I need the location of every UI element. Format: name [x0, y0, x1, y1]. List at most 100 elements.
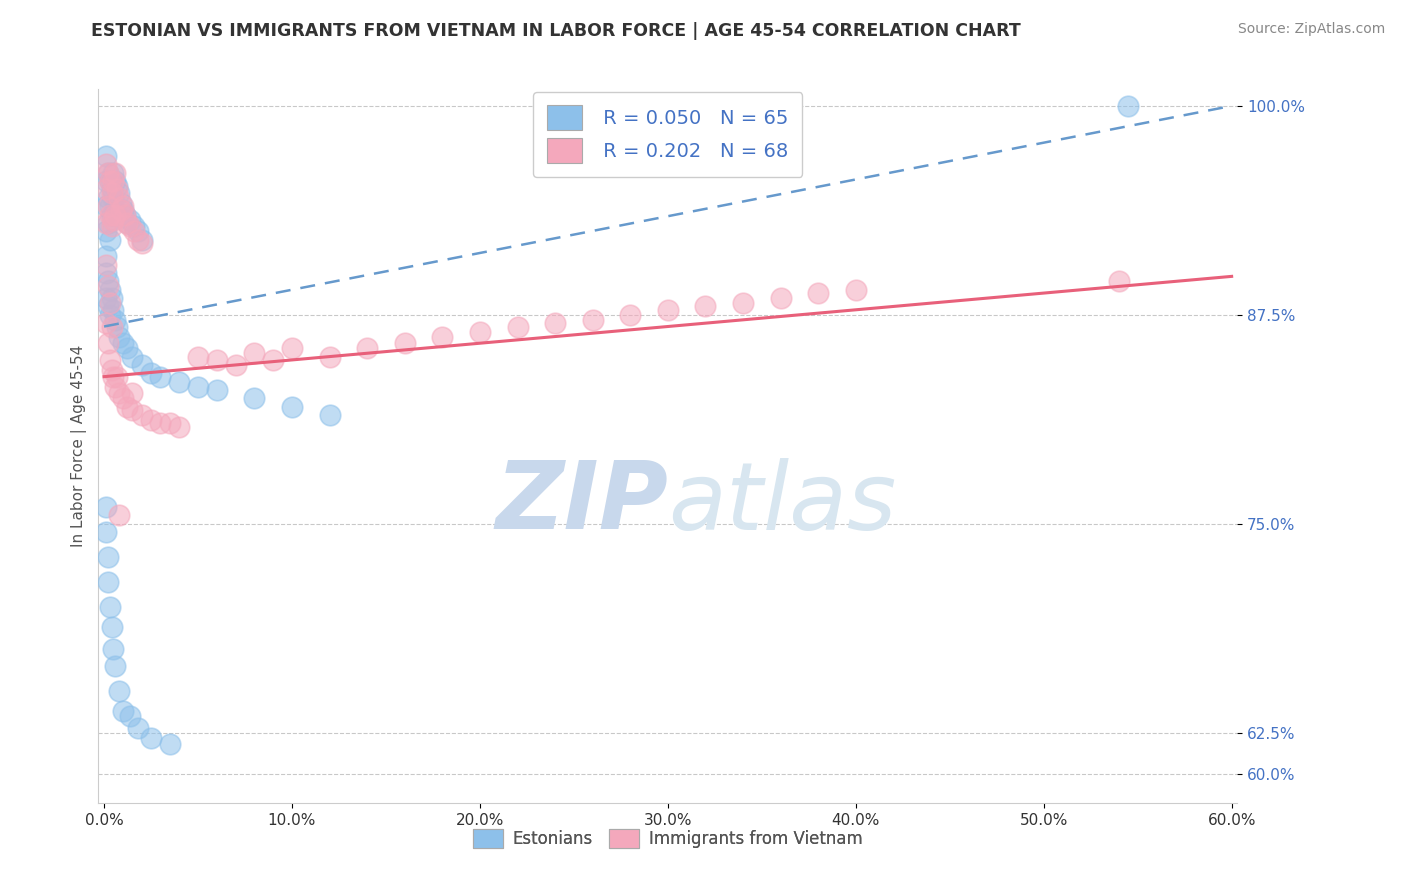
Point — [97, 575, 120, 590]
Point — [120, 219, 142, 234]
Point — [104, 658, 127, 673]
Point — [111, 199, 134, 213]
Point — [111, 202, 134, 217]
Point — [149, 369, 172, 384]
Point — [111, 392, 134, 406]
Point — [225, 358, 247, 372]
Point — [205, 383, 228, 397]
Point — [110, 195, 132, 210]
Point — [100, 291, 122, 305]
Point — [807, 286, 830, 301]
Point — [97, 166, 120, 180]
Point — [159, 417, 181, 431]
Point — [318, 408, 340, 422]
Point — [318, 350, 340, 364]
Point — [127, 233, 149, 247]
Point — [159, 737, 181, 751]
Point — [97, 216, 120, 230]
Point — [506, 319, 529, 334]
Point — [94, 524, 117, 539]
Point — [98, 174, 121, 188]
Point — [104, 379, 127, 393]
Point — [100, 620, 122, 634]
Point — [100, 363, 122, 377]
Point — [103, 174, 125, 188]
Point — [111, 336, 134, 351]
Point — [98, 233, 121, 247]
Point — [281, 341, 304, 355]
Point — [167, 419, 190, 434]
Point — [139, 413, 162, 427]
Point — [94, 149, 117, 163]
Point — [94, 216, 117, 230]
Point — [105, 179, 128, 194]
Point — [94, 199, 117, 213]
Point — [105, 369, 128, 384]
Point — [103, 191, 125, 205]
Point — [104, 313, 127, 327]
Point — [97, 300, 120, 314]
Point — [108, 683, 131, 698]
Point — [100, 182, 122, 196]
Point — [94, 249, 117, 263]
Point — [94, 500, 117, 514]
Point — [97, 166, 120, 180]
Point — [121, 386, 143, 401]
Point — [98, 600, 121, 615]
Point — [131, 235, 153, 250]
Point — [432, 329, 454, 343]
Point — [127, 721, 149, 735]
Point — [139, 367, 162, 381]
Point — [121, 403, 143, 417]
Point — [149, 417, 172, 431]
Point — [100, 186, 122, 200]
Point — [104, 166, 127, 180]
Point — [103, 642, 125, 657]
Point — [97, 279, 120, 293]
Point — [243, 392, 266, 406]
Point — [115, 400, 138, 414]
Point — [97, 336, 120, 351]
Y-axis label: In Labor Force | Age 45-54: In Labor Force | Age 45-54 — [72, 345, 87, 547]
Point — [131, 408, 153, 422]
Point — [281, 400, 304, 414]
Point — [127, 224, 149, 238]
Point — [103, 369, 125, 384]
Point — [187, 350, 209, 364]
Point — [139, 731, 162, 745]
Point — [131, 233, 153, 247]
Point — [120, 709, 142, 723]
Point — [122, 224, 145, 238]
Point — [468, 325, 491, 339]
Point — [103, 302, 125, 317]
Point — [104, 174, 127, 188]
Text: Source: ZipAtlas.com: Source: ZipAtlas.com — [1237, 22, 1385, 37]
Point — [356, 341, 378, 355]
Point — [98, 353, 121, 368]
Point — [120, 212, 142, 227]
Point — [108, 191, 131, 205]
Point — [544, 316, 567, 330]
Point — [122, 219, 145, 234]
Point — [695, 300, 717, 314]
Text: ZIP: ZIP — [495, 457, 668, 549]
Point — [657, 302, 679, 317]
Point — [105, 182, 128, 196]
Point — [98, 208, 121, 222]
Point — [97, 274, 120, 288]
Point — [94, 224, 117, 238]
Point — [97, 191, 120, 205]
Point — [731, 296, 754, 310]
Point — [108, 386, 131, 401]
Point — [100, 208, 122, 222]
Point — [1108, 274, 1130, 288]
Point — [619, 308, 641, 322]
Point — [104, 208, 127, 222]
Point — [108, 329, 131, 343]
Point — [1116, 99, 1139, 113]
Point — [167, 375, 190, 389]
Point — [108, 186, 131, 200]
Point — [187, 379, 209, 393]
Point — [115, 216, 138, 230]
Point — [111, 704, 134, 718]
